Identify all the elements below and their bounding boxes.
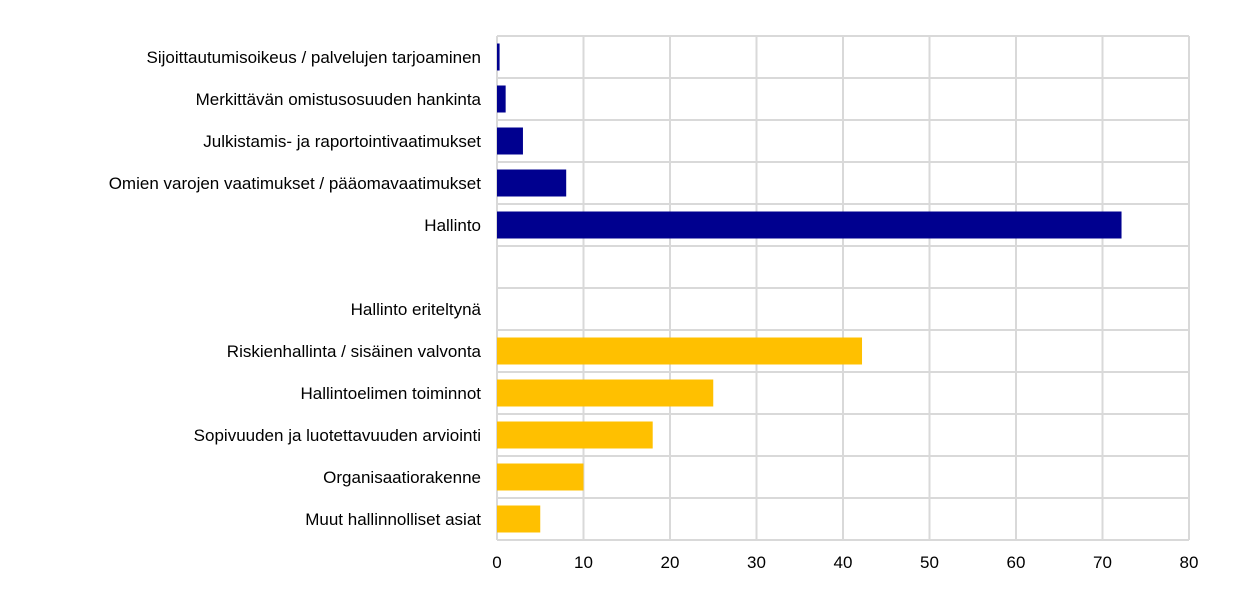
bar (497, 43, 500, 71)
x-tick-label: 30 (747, 553, 766, 572)
category-label: Merkittävän omistusosuuden hankinta (196, 90, 482, 109)
category-label: Riskienhallinta / sisäinen valvonta (227, 342, 482, 361)
bar (497, 379, 714, 407)
bar (497, 127, 523, 155)
x-tick-label: 70 (1093, 553, 1112, 572)
grid (496, 35, 1190, 541)
category-label: Hallintoelimen toiminnot (301, 384, 482, 403)
category-label: Sijoittautumisoikeus / palvelujen tarjoa… (146, 48, 481, 67)
category-label: Hallinto eriteltynä (351, 300, 482, 319)
category-label: Organisaatiorakenne (323, 468, 481, 487)
x-tick-label: 60 (1007, 553, 1026, 572)
category-label: Julkistamis- ja raportointivaatimukset (203, 132, 481, 151)
x-tick-label: 20 (661, 553, 680, 572)
x-tick-label: 50 (920, 553, 939, 572)
category-labels: Sijoittautumisoikeus / palvelujen tarjoa… (109, 48, 482, 529)
bar (497, 337, 863, 365)
bar (497, 85, 506, 113)
x-tick-label: 10 (574, 553, 593, 572)
category-label: Hallinto (424, 216, 481, 235)
x-tick-label: 0 (492, 553, 501, 572)
category-label: Omien varojen vaatimukset / pääomavaatim… (109, 174, 482, 193)
bar (497, 211, 1122, 239)
category-label: Muut hallinnolliset asiat (305, 510, 481, 529)
x-tick-labels: 0 10 20 30 40 50 60 70 80 (492, 553, 1198, 572)
x-tick-label: 80 (1180, 553, 1199, 572)
x-tick-label: 40 (834, 553, 853, 572)
bar (497, 169, 567, 197)
bar (497, 421, 653, 449)
bars (497, 43, 1122, 533)
bar (497, 505, 541, 533)
bar (497, 463, 584, 491)
category-label: Sopivuuden ja luotettavuuden arviointi (194, 426, 481, 445)
